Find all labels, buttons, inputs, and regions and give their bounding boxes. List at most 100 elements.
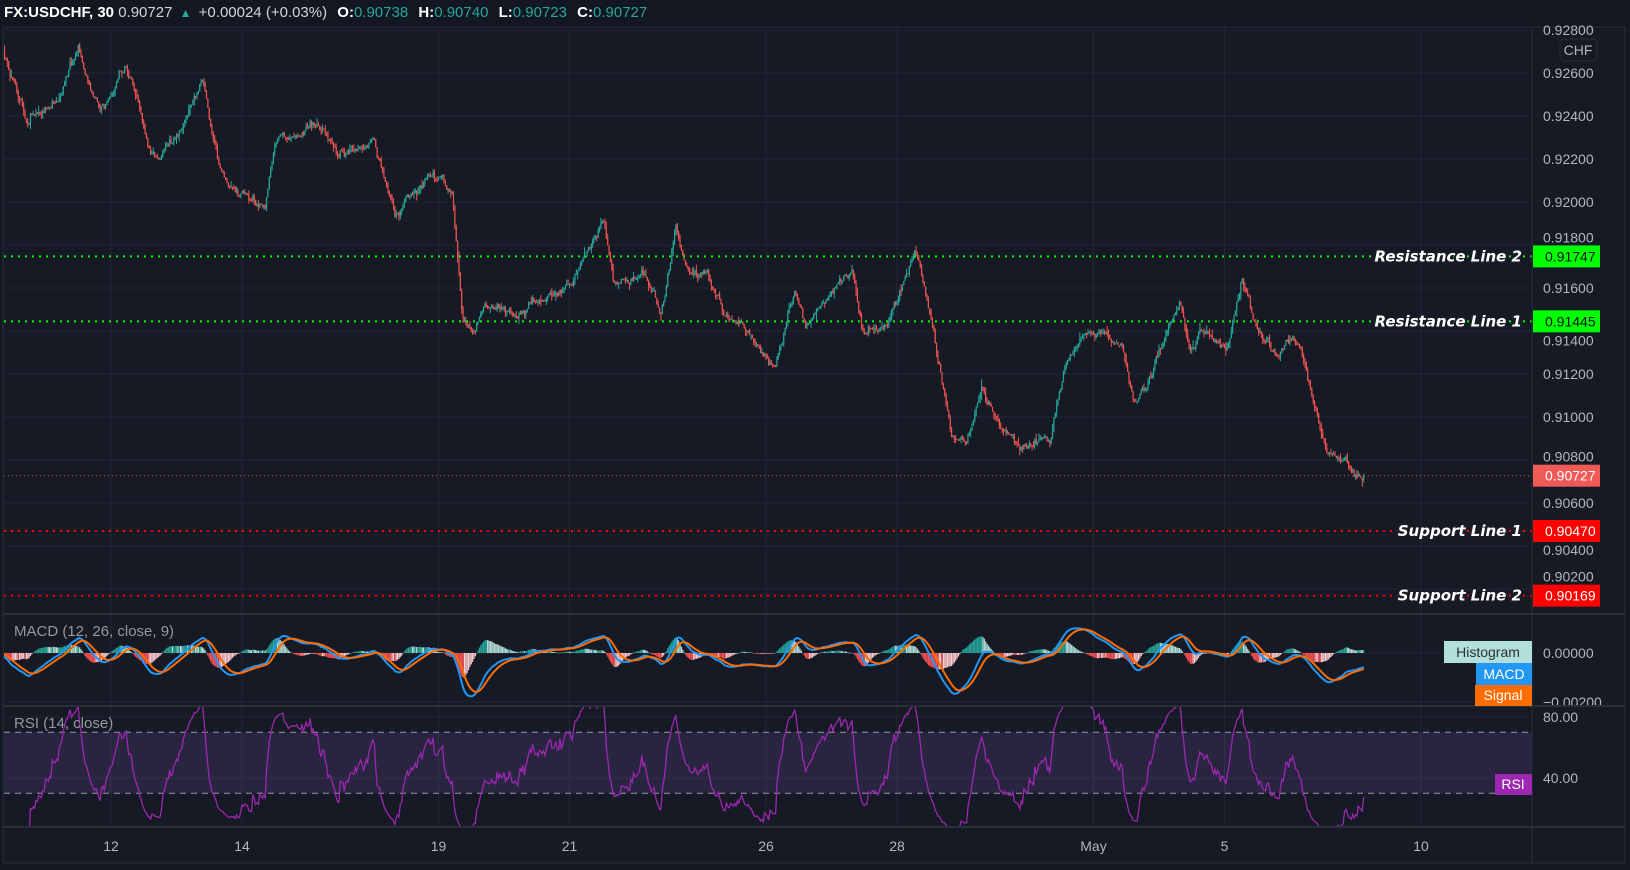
candle-body bbox=[1331, 454, 1333, 456]
candle-body bbox=[736, 321, 738, 324]
macd-histogram-bar bbox=[956, 653, 958, 659]
macd-histogram-bar bbox=[485, 639, 487, 653]
candle-body bbox=[44, 107, 47, 112]
candle-body bbox=[948, 410, 950, 419]
macd-histogram-bar bbox=[865, 653, 867, 666]
macd-title[interactable]: MACD (12, 26, close, 9) bbox=[14, 623, 174, 640]
candle-body bbox=[33, 114, 36, 116]
macd-histogram-bar bbox=[301, 653, 303, 656]
candle-body bbox=[177, 135, 179, 137]
candle-body bbox=[800, 306, 803, 309]
candle-body bbox=[642, 270, 644, 275]
macd-histogram-bar bbox=[841, 651, 844, 653]
candle-body bbox=[1008, 432, 1010, 435]
candle-body bbox=[1042, 437, 1044, 439]
macd-histogram-bar bbox=[799, 648, 801, 653]
candle-body bbox=[869, 327, 871, 329]
candle-body bbox=[836, 284, 838, 287]
symbol-title[interactable]: FX:USDCHF, 30 bbox=[4, 4, 115, 21]
macd-histogram-bar bbox=[750, 652, 752, 653]
macd-histogram-bar bbox=[323, 653, 325, 657]
candle-body bbox=[444, 182, 446, 186]
macd-histogram-bar bbox=[1300, 652, 1302, 653]
macd-histogram-bar bbox=[338, 653, 340, 660]
candle-body bbox=[1099, 331, 1101, 334]
macd-histogram-bar bbox=[1147, 649, 1149, 653]
macd-histogram-bar bbox=[1251, 653, 1253, 657]
macd-histogram-bar bbox=[731, 653, 733, 656]
candle-body bbox=[259, 203, 261, 207]
candle-body bbox=[186, 115, 189, 117]
macd-histogram-bar bbox=[571, 652, 573, 653]
macd-histogram-bar bbox=[319, 653, 321, 656]
candle-body bbox=[192, 100, 194, 105]
macd-histogram-bar bbox=[240, 652, 242, 653]
candle-body bbox=[1086, 333, 1088, 336]
candle-body bbox=[714, 290, 717, 296]
candle-body bbox=[53, 101, 55, 103]
macd-histogram-bar bbox=[639, 650, 642, 653]
candle-body bbox=[725, 313, 728, 317]
macd-histogram-bar bbox=[43, 647, 45, 653]
candle-body bbox=[272, 153, 274, 162]
candle-body bbox=[242, 191, 244, 194]
candle-body bbox=[654, 290, 657, 298]
candle-body bbox=[759, 348, 762, 353]
candle-body bbox=[633, 276, 635, 282]
candle-body bbox=[592, 240, 594, 245]
candle-body bbox=[181, 128, 183, 131]
candle-body bbox=[469, 324, 471, 328]
candle-body bbox=[1068, 359, 1070, 361]
candle-body bbox=[77, 44, 79, 52]
macd-histogram-bar bbox=[466, 653, 468, 674]
candle-body bbox=[875, 328, 878, 330]
macd-histogram-bar bbox=[356, 651, 358, 653]
macd-histogram-bar bbox=[1068, 642, 1070, 653]
candle-body bbox=[965, 442, 968, 444]
macd-histogram-bar bbox=[1293, 648, 1295, 653]
macd-histogram-bar bbox=[575, 650, 577, 653]
macd-histogram-bar bbox=[1184, 653, 1186, 656]
candle-body bbox=[1253, 319, 1256, 322]
currency-badge[interactable]: CHF bbox=[1559, 38, 1598, 62]
macd-histogram-bar bbox=[313, 653, 315, 655]
candle-body bbox=[1293, 336, 1295, 340]
macd-histogram-bar bbox=[16, 653, 18, 660]
candle-body bbox=[961, 436, 964, 438]
candle-body bbox=[1139, 394, 1141, 399]
macd-histogram-bar bbox=[477, 650, 479, 653]
macd-histogram-bar bbox=[1112, 653, 1114, 660]
macd-histogram-bar bbox=[257, 650, 259, 653]
candle-body bbox=[1249, 296, 1252, 310]
candle-body bbox=[134, 90, 137, 95]
candle-body bbox=[422, 183, 425, 189]
macd-histogram-bar bbox=[1182, 653, 1185, 654]
candle-body bbox=[321, 128, 324, 132]
price-tick-label: 0.91600 bbox=[1543, 280, 1594, 296]
candle-body bbox=[873, 327, 875, 329]
candle-body bbox=[1120, 343, 1122, 346]
candle-body bbox=[130, 77, 133, 79]
candle-body bbox=[523, 310, 526, 316]
macd-histogram-bar bbox=[1013, 653, 1015, 655]
candle-body bbox=[250, 200, 253, 202]
macd-histogram-bar bbox=[1274, 653, 1276, 658]
candle-body bbox=[1214, 339, 1216, 342]
macd-histogram-bar bbox=[1256, 653, 1258, 663]
candle-body bbox=[529, 301, 531, 305]
candle-body bbox=[742, 321, 744, 325]
macd-histogram-bar bbox=[1333, 653, 1335, 655]
macd-histogram-bar bbox=[510, 649, 512, 653]
candle-body bbox=[201, 80, 204, 82]
macd-histogram-bar bbox=[136, 653, 138, 658]
candle-body bbox=[575, 273, 577, 275]
candle-body bbox=[457, 241, 459, 258]
macd-histogram-bar bbox=[869, 653, 871, 662]
open-value: 0.90738 bbox=[353, 4, 409, 21]
candle-body bbox=[1180, 302, 1182, 306]
candle-body bbox=[346, 152, 348, 154]
candle-body bbox=[860, 315, 863, 325]
candle-body bbox=[935, 343, 938, 351]
rsi-title[interactable]: RSI (14, close) bbox=[14, 715, 113, 732]
